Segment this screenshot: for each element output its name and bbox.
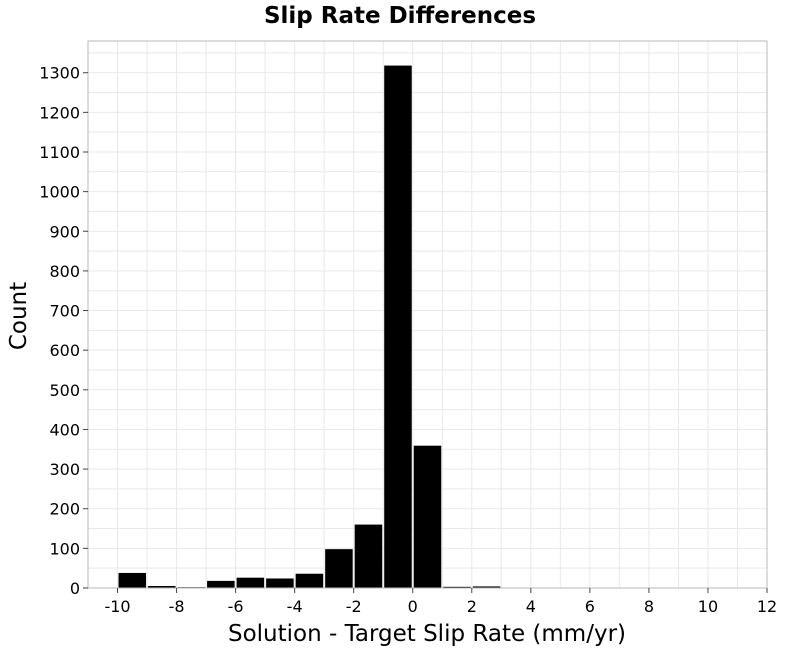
histogram-bar bbox=[325, 549, 353, 588]
y-tick-label: 1200 bbox=[39, 103, 80, 122]
histogram-bar bbox=[443, 586, 471, 588]
histogram-bar bbox=[266, 578, 294, 588]
histogram-bar bbox=[354, 524, 383, 588]
plot-frame bbox=[87, 40, 768, 589]
y-tick-label: 500 bbox=[49, 381, 80, 400]
x-tick-label: 8 bbox=[644, 597, 654, 616]
chart-title: Slip Rate Differences bbox=[264, 3, 536, 29]
x-tick-label: -8 bbox=[169, 597, 185, 616]
bars-layer bbox=[118, 65, 501, 588]
y-tick-label: 700 bbox=[49, 302, 80, 321]
y-tick-label: 0 bbox=[70, 579, 80, 598]
x-tick-label: 0 bbox=[408, 597, 418, 616]
y-tick-label: 400 bbox=[49, 420, 80, 439]
histogram-bar bbox=[118, 572, 147, 588]
x-tick-label: 4 bbox=[526, 597, 536, 616]
histogram-bar bbox=[295, 573, 324, 588]
y-tick-label: 100 bbox=[49, 539, 80, 558]
y-tick-label: 300 bbox=[49, 460, 80, 479]
histogram-bar bbox=[472, 586, 501, 588]
y-tick-label: 1300 bbox=[39, 64, 80, 83]
y-tick-label: 600 bbox=[49, 341, 80, 360]
y-tick-label: 900 bbox=[49, 222, 80, 241]
histogram-bar bbox=[207, 580, 235, 588]
x-tick-label: 12 bbox=[757, 597, 777, 616]
histogram-bar bbox=[148, 586, 176, 588]
x-tick-label: -4 bbox=[287, 597, 303, 616]
histogram-bar bbox=[384, 65, 412, 588]
y-tick-label: 800 bbox=[49, 262, 80, 281]
y-axis-label: Count bbox=[6, 282, 32, 350]
x-axis-label: Solution - Target Slip Rate (mm/yr) bbox=[228, 621, 626, 647]
y-tick-label: 1000 bbox=[39, 183, 80, 202]
x-tick-label: 10 bbox=[698, 597, 718, 616]
y-tick-label: 1100 bbox=[39, 143, 80, 162]
histogram-bar bbox=[413, 445, 442, 588]
y-axis-ticks: 0 100 200 300 400 500 600 700 800 900 1000 1100 1200… bbox=[39, 64, 88, 598]
x-tick-label: -6 bbox=[228, 597, 244, 616]
x-axis-ticks: -10 -8 -6 -4 -2 0 2 4 6 8 10 12 bbox=[104, 588, 777, 616]
x-tick-label: 2 bbox=[467, 597, 477, 616]
x-tick-label: -2 bbox=[346, 597, 362, 616]
x-tick-label: 6 bbox=[585, 597, 595, 616]
y-tick-label: 200 bbox=[49, 500, 80, 519]
x-tick-label: -10 bbox=[104, 597, 130, 616]
histogram-bar bbox=[236, 577, 265, 588]
